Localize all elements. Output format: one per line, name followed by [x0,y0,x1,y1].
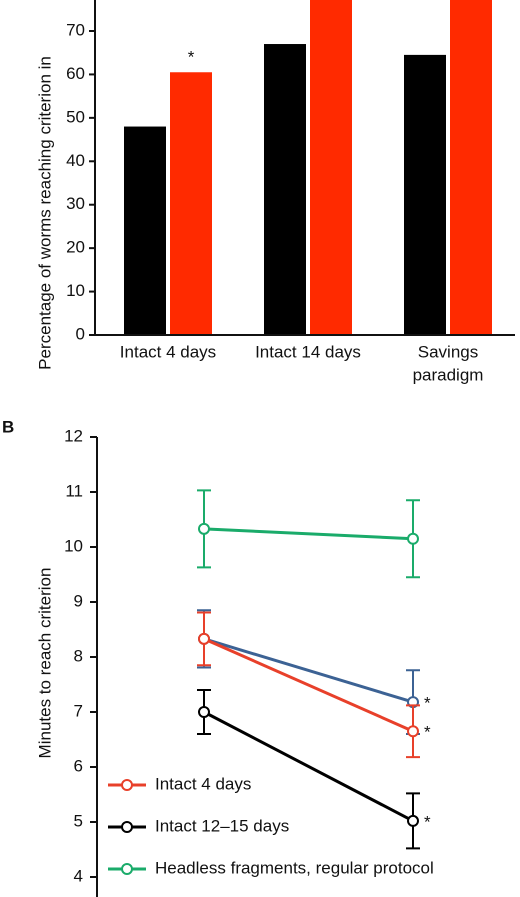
x-tick-label: Intact 14 days [255,342,361,361]
y-tick-label: 4 [74,866,83,885]
panel-label: B [2,417,14,436]
legend-label: Intact 4 days [155,774,251,793]
point [407,725,419,738]
bar [170,72,212,335]
y-tick-label: 0 [76,324,85,343]
y-tick-label: 5 [74,811,83,830]
legend-marker [121,779,133,791]
y-tick-label: 30 [66,194,85,213]
series-line [203,637,414,704]
point [407,532,419,545]
y-tick-label: 6 [74,756,83,775]
y-axis-label: Minutes to reach criterion [35,568,54,759]
series-line [203,527,414,541]
annotation: * [424,723,431,742]
y-axis-label: Percentage of worms reaching criterion i… [35,56,54,370]
y-tick-label: 50 [66,107,85,126]
y-tick-label: 7 [74,701,83,720]
bar [310,0,352,335]
annotation: * [424,812,431,831]
x-tick-label: Intact 4 days [120,342,216,361]
y-tick-label: 20 [66,238,85,257]
y-tick-label: 10 [66,281,85,300]
y-tick-label: 9 [74,591,83,610]
annotation: * [188,48,195,67]
y-tick-label: 11 [65,481,83,500]
annotation: * [424,694,431,713]
point [407,814,419,827]
point [198,522,210,535]
series-line [203,637,414,733]
bar [124,126,166,336]
legend-marker [121,821,133,833]
y-tick-label: 70 [66,20,85,39]
y-tick-label: 40 [66,151,85,170]
y-tick-label: 12 [64,426,83,445]
x-tick-label: paradigm [413,365,484,384]
legend-label: Intact 12–15 days [155,816,289,835]
legend-marker [121,863,133,875]
series-line [203,710,414,823]
point [198,632,210,645]
point [198,706,210,718]
y-tick-label: 60 [66,64,85,83]
bar [450,0,492,335]
x-tick-label: Savings [418,342,478,361]
y-tick-label: 8 [74,646,83,665]
legend-label: Headless fragments, regular protocol [155,858,434,877]
y-tick-label: 10 [64,536,83,555]
bar [264,44,306,336]
bar [404,54,446,336]
